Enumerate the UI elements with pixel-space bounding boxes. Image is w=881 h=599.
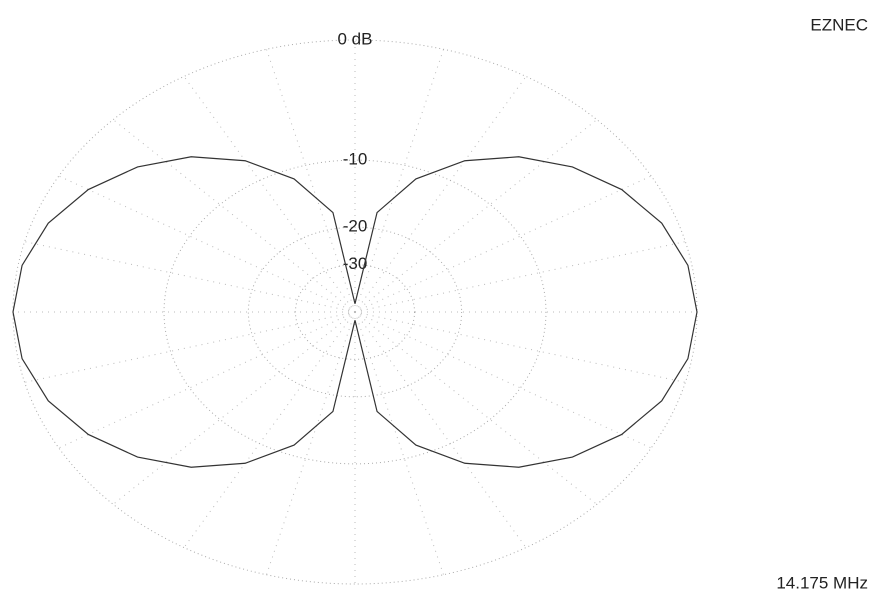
spoke [354, 311, 652, 449]
ring-label: 0 dB [338, 29, 373, 48]
spoke [266, 311, 356, 575]
brand-label: EZNEC [810, 15, 868, 34]
grid-ring [163, 159, 547, 465]
spoke [354, 241, 686, 313]
spoke [354, 311, 598, 505]
spoke [354, 49, 444, 313]
ring-label: -20 [343, 217, 368, 236]
spoke [58, 311, 356, 449]
grid-ring [294, 264, 416, 360]
spoke [354, 311, 527, 548]
pattern-trace [12, 156, 698, 468]
spoke [354, 311, 686, 383]
spoke [58, 175, 356, 313]
spoke [266, 49, 356, 313]
spoke [24, 311, 356, 383]
spoke [112, 311, 356, 505]
ring-label: -10 [343, 150, 368, 169]
spoke [183, 76, 356, 313]
spoke [24, 241, 356, 313]
spoke [112, 119, 356, 313]
frequency-label: 14.175 MHz [776, 573, 868, 592]
ring-label: -30 [343, 254, 368, 273]
spoke [354, 119, 598, 313]
grid-ring [247, 226, 463, 398]
spoke [183, 311, 356, 548]
spoke [354, 311, 444, 575]
spoke [354, 76, 527, 313]
spoke [354, 175, 652, 313]
